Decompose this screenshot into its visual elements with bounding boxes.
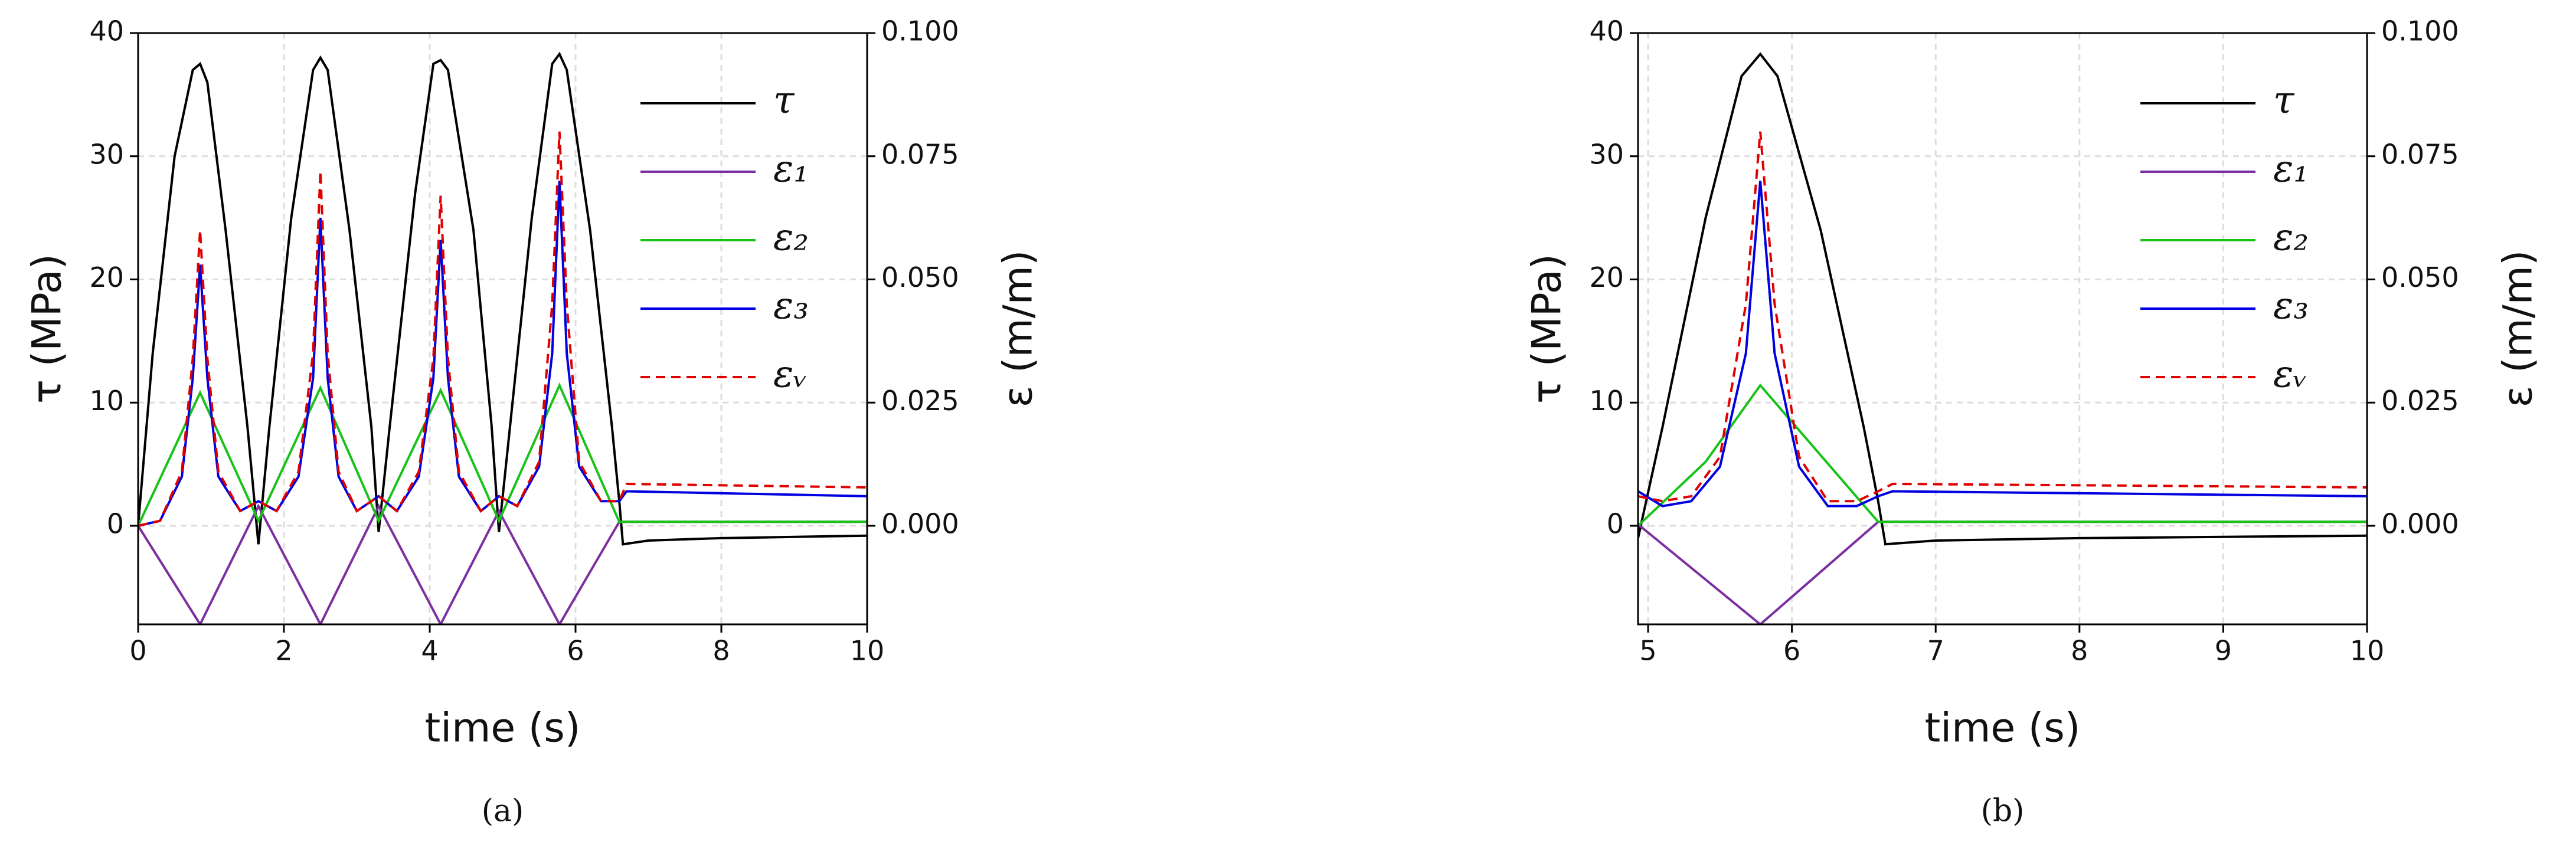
x-tick-label: 10	[2350, 635, 2385, 667]
y-axis-title: τ (MPa)	[24, 254, 71, 404]
legend-label: ε₁	[2273, 148, 2309, 191]
y2-tick-label: 0.025	[881, 385, 959, 417]
y-tick-label: 0	[1607, 508, 1624, 540]
legend-label: ε₂	[773, 216, 809, 260]
x-tick-label: 10	[850, 635, 885, 667]
chart: 5 6 7 8 9 10 0 10 20 30 40 0.000 0.025 0.050 0.075 0.10…	[1524, 15, 2542, 829]
series-line	[138, 131, 867, 527]
x-axis-title: time (s)	[1925, 705, 2081, 752]
x-tick-label: 5	[1639, 635, 1656, 667]
legend-label: ε₃	[2273, 284, 2309, 328]
caption: (b)	[1981, 794, 2025, 829]
y-tick-label: 40	[89, 15, 124, 47]
series-line	[1638, 131, 2367, 503]
y-axis-title: τ (MPa)	[1524, 254, 1571, 404]
y-tick-label: 10	[89, 385, 124, 417]
y-tick-label: 10	[1589, 385, 1624, 417]
series-line	[1638, 52, 2367, 546]
y2-tick-label: 0.075	[881, 138, 959, 170]
caption: (a)	[482, 794, 524, 829]
y2-tick-label: 0.075	[2381, 138, 2459, 170]
y2-tick-label: 0.050	[881, 261, 959, 293]
y-tick-label: 20	[1589, 261, 1624, 293]
x-tick-label: 7	[1927, 635, 1944, 667]
x-tick-label: 4	[421, 635, 438, 667]
series-line	[138, 181, 867, 527]
y2-tick-label: 0.000	[881, 508, 959, 540]
y-tick-label: 0	[107, 508, 124, 540]
y2-axis-title: ε (m/m)	[995, 250, 1042, 408]
series-line	[138, 51, 867, 546]
x-tick-label: 0	[129, 635, 146, 667]
legend-label: εᵥ	[773, 353, 808, 397]
x-tick-label: 2	[275, 635, 292, 667]
x-tick-label: 6	[567, 635, 584, 667]
legend-label: τ	[773, 79, 795, 123]
series-line	[138, 382, 867, 526]
x-tick-label: 8	[2071, 635, 2088, 667]
y2-axis-title: ε (m/m)	[2495, 250, 2542, 408]
x-tick-label: 8	[712, 635, 730, 667]
y2-tick-label: 0.000	[2381, 508, 2459, 540]
x-tick-label: 6	[1783, 635, 1800, 667]
legend-label: εᵥ	[2273, 353, 2307, 397]
legend-label: ε₃	[773, 284, 809, 328]
series-line	[1638, 383, 2367, 527]
y-tick-label: 30	[89, 138, 124, 170]
y2-tick-label: 0.025	[2381, 385, 2459, 417]
plot-frame	[137, 32, 868, 626]
x-axis-title: time (s)	[425, 705, 581, 752]
legend-label: ε₁	[773, 148, 809, 191]
legend-label: τ	[2273, 79, 2295, 123]
y2-tick-label: 0.050	[2381, 261, 2459, 293]
y-tick-label: 20	[89, 261, 124, 293]
y2-tick-label: 0.100	[2381, 15, 2459, 47]
plot-frame	[1637, 32, 2368, 626]
x-tick-label: 9	[2215, 635, 2232, 667]
y-tick-label: 40	[1589, 15, 1624, 47]
series-line	[1638, 181, 2367, 508]
y-tick-label: 30	[1589, 138, 1624, 170]
legend-label: ε₂	[2273, 216, 2309, 260]
chart: 0 2 4 6 8 10 0 10 20 30 40 0.000 0.025 0.050 0.075 0.10…	[24, 15, 1042, 829]
y2-tick-label: 0.100	[881, 15, 959, 47]
series-line	[138, 503, 867, 624]
